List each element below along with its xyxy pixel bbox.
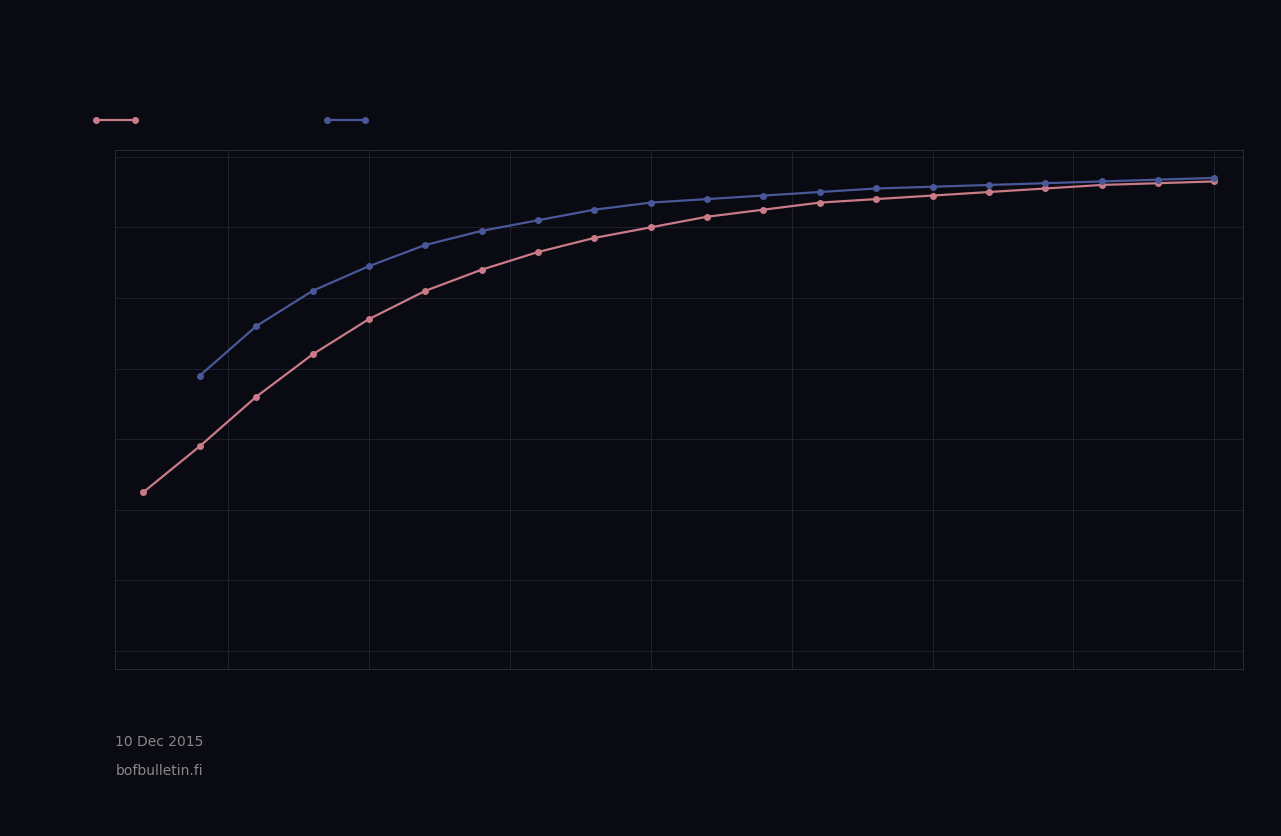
Text: 10 Dec 2015: 10 Dec 2015 bbox=[115, 734, 204, 748]
Text: bofbulletin.fi: bofbulletin.fi bbox=[115, 763, 202, 777]
